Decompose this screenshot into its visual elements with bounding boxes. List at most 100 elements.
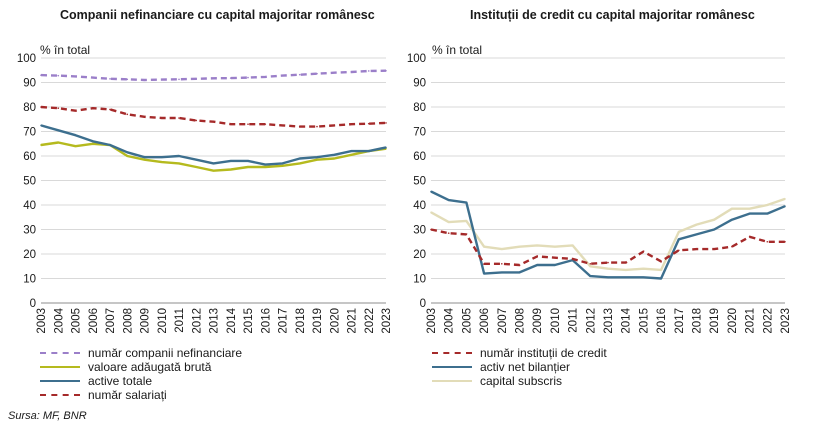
left-point-numar-salariati xyxy=(333,124,336,127)
right-point-numar-institutii-de-credit xyxy=(766,240,769,243)
left-x-tick-label: 2011 xyxy=(174,308,186,333)
right-x-tick-label: 2010 xyxy=(550,308,562,334)
left-point-active-totale xyxy=(178,155,180,157)
left-point-active-totale xyxy=(143,156,146,159)
right-point-capital-subscris xyxy=(571,244,574,247)
right-point-capital-subscris xyxy=(624,269,627,271)
left-point-numar-companii-nefinanciare xyxy=(91,76,94,79)
left-point-numar-salariati xyxy=(350,123,353,125)
left-point-numar-salariati xyxy=(298,125,301,128)
left-point-active-totale xyxy=(57,129,60,132)
right-x-tick-label: 2015 xyxy=(638,308,650,334)
right-point-capital-subscris xyxy=(589,265,592,268)
left-point-valoare-adaugata-bruta xyxy=(91,142,94,145)
right-point-capital-subscris xyxy=(642,267,645,270)
legend-label: active totale xyxy=(88,374,153,388)
right-point-numar-institutii-de-credit xyxy=(695,248,698,250)
left-point-numar-companii-nefinanciare xyxy=(160,78,163,81)
legend-item: activ net bilanțier xyxy=(432,360,607,374)
right-point-activ-net-bilantier xyxy=(430,190,432,193)
right-point-capital-subscris xyxy=(784,198,786,200)
left-x-tick-label: 2012 xyxy=(191,308,203,334)
left-point-numar-companii-nefinanciare xyxy=(367,70,370,72)
right-x-tick-label: 2023 xyxy=(780,308,792,334)
right-point-numar-institutii-de-credit xyxy=(748,236,751,238)
left-x-tick-label: 2023 xyxy=(381,308,393,334)
right-point-capital-subscris xyxy=(748,207,751,210)
legend-item: număr salariați xyxy=(40,388,242,402)
right-point-activ-net-bilantier xyxy=(748,212,751,215)
left-point-numar-companii-nefinanciare xyxy=(126,78,129,81)
right-y-tick-label: 0 xyxy=(420,298,426,310)
left-y-tick-label: 10 xyxy=(23,274,36,286)
left-point-numar-companii-nefinanciare xyxy=(143,79,146,81)
left-point-valoare-adaugata-bruta xyxy=(264,166,267,168)
right-point-capital-subscris xyxy=(766,204,769,206)
right-point-numar-institutii-de-credit xyxy=(784,240,786,243)
right-point-capital-subscris xyxy=(713,218,715,221)
left-point-numar-companii-nefinanciare xyxy=(281,74,284,77)
left-y-axis-unit: % în total xyxy=(40,43,91,57)
left-point-numar-companii-nefinanciare xyxy=(178,78,180,81)
left-x-tick-label: 2018 xyxy=(295,308,307,334)
left-point-numar-salariati xyxy=(367,122,370,125)
left-point-numar-companii-nefinanciare xyxy=(350,71,353,73)
right-point-numar-institutii-de-credit xyxy=(554,256,556,259)
left-point-valoare-adaugata-bruta xyxy=(126,155,129,157)
left-point-valoare-adaugata-bruta xyxy=(229,168,232,171)
left-x-tick-label: 2019 xyxy=(312,308,324,334)
left-point-numar-salariati xyxy=(91,107,94,110)
right-point-activ-net-bilantier xyxy=(695,233,698,236)
left-y-tick-label: 80 xyxy=(23,102,36,114)
right-y-tick-label: 90 xyxy=(413,78,426,90)
right-point-capital-subscris xyxy=(607,267,609,270)
right-point-capital-subscris xyxy=(536,244,538,247)
right-point-numar-institutii-de-credit xyxy=(501,263,503,265)
source-note: Sursa: MF, BNR xyxy=(8,410,87,422)
right-point-capital-subscris xyxy=(465,220,468,222)
right-x-tick-label: 2003 xyxy=(426,308,438,334)
left-point-numar-companii-nefinanciare xyxy=(74,75,77,78)
right-y-tick-label: 70 xyxy=(413,127,426,139)
right-y-axis-unit: % în total xyxy=(432,43,483,57)
right-point-capital-subscris xyxy=(660,269,662,271)
left-x-tick-label: 2015 xyxy=(243,308,255,334)
right-point-numar-institutii-de-credit xyxy=(660,260,662,263)
left-x-tick-label: 2004 xyxy=(53,307,65,333)
legend-label: număr salariați xyxy=(88,388,167,402)
right-point-numar-institutii-de-credit xyxy=(624,261,627,264)
left-y-tick-label: 60 xyxy=(23,151,36,163)
left-y-tick-label: 50 xyxy=(23,176,36,188)
left-point-valoare-adaugata-bruta xyxy=(333,157,336,160)
left-y-tick-label: 30 xyxy=(23,225,36,237)
right-point-numar-institutii-de-credit xyxy=(536,255,538,258)
right-point-activ-net-bilantier xyxy=(731,218,733,221)
right-y-tick-label: 100 xyxy=(407,53,426,65)
left-point-valoare-adaugata-bruta xyxy=(350,153,353,156)
right-y-tick-label: 30 xyxy=(413,225,426,237)
right-point-activ-net-bilantier xyxy=(554,264,556,266)
right-point-activ-net-bilantier xyxy=(766,212,769,215)
right-chart-legend: număr instituții de credit activ net bila… xyxy=(432,346,607,388)
left-x-tick-label: 2022 xyxy=(364,308,376,334)
left-point-active-totale xyxy=(160,156,163,159)
right-point-activ-net-bilantier xyxy=(624,276,627,279)
right-y-tick-label: 20 xyxy=(413,249,426,261)
left-x-tick-label: 2021 xyxy=(347,308,359,334)
right-point-activ-net-bilantier xyxy=(607,276,609,279)
right-x-tick-label: 2008 xyxy=(515,308,527,334)
right-point-numar-institutii-de-credit xyxy=(465,233,468,236)
left-x-tick-label: 2003 xyxy=(36,308,48,334)
right-x-tick-label: 2013 xyxy=(603,308,615,334)
left-x-tick-label: 2005 xyxy=(71,308,83,334)
right-point-numar-institutii-de-credit xyxy=(607,261,609,264)
left-point-active-totale xyxy=(126,151,129,154)
right-point-activ-net-bilantier xyxy=(660,277,662,280)
left-point-numar-salariati xyxy=(212,120,215,123)
left-x-tick-label: 2007 xyxy=(105,308,117,334)
right-point-activ-net-bilantier xyxy=(536,264,538,266)
left-point-numar-salariati xyxy=(178,117,180,119)
right-x-tick-label: 2014 xyxy=(621,307,633,333)
legend-label: activ net bilanțier xyxy=(480,360,571,374)
